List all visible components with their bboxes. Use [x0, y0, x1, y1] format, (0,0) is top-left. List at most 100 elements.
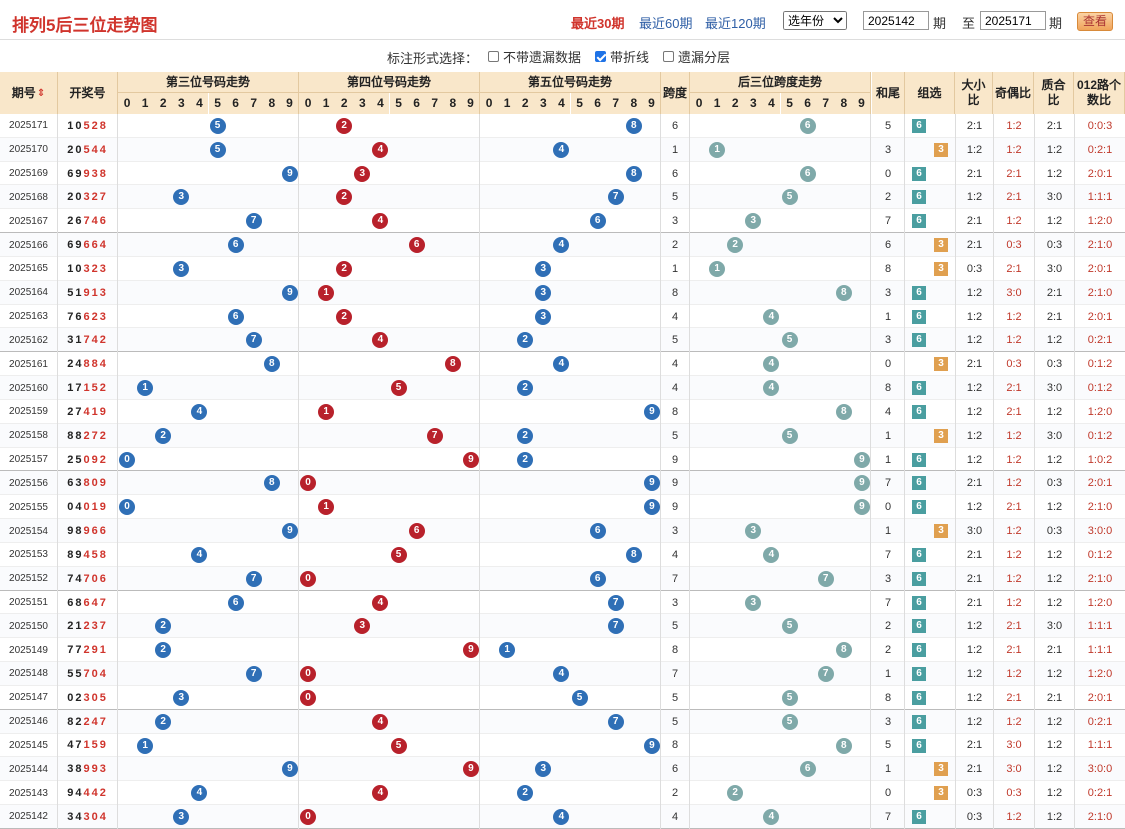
position-4-ball: 4 — [372, 594, 389, 611]
bigsmall-cell: 1:2 — [955, 685, 993, 710]
tab-recent-30[interactable]: 最近30期 — [571, 16, 625, 31]
checkbox-with-line[interactable] — [595, 51, 606, 62]
draw-digit: 7 — [67, 644, 76, 657]
group-badge: 3 — [934, 357, 948, 372]
group-divider — [298, 209, 299, 234]
span-trend-ball: 5 — [781, 189, 798, 206]
group-divider — [870, 328, 871, 353]
header-digit: 0 — [480, 93, 499, 114]
group-divider — [660, 566, 661, 591]
group-divider — [479, 137, 480, 162]
group-divider — [660, 519, 661, 543]
group-badge: 6 — [912, 214, 926, 229]
group-badge: 3 — [934, 762, 948, 777]
header-digit: 5 — [389, 93, 408, 114]
group-divider — [870, 495, 871, 520]
group-divider — [298, 757, 299, 782]
option-no-miss[interactable]: 不带遗漏数据 — [488, 47, 581, 66]
route-cell: 0:1:2 — [1074, 376, 1125, 400]
end-issue-input[interactable] — [980, 11, 1046, 30]
issue-cell: 2025156 — [0, 471, 58, 496]
checkbox-miss-layer[interactable] — [663, 51, 674, 62]
draw-digit: 5 — [75, 667, 84, 680]
year-select[interactable]: 选年份 — [783, 11, 847, 30]
primecomp-cell: 1:2 — [1034, 662, 1074, 686]
issue-cell: 2025154 — [0, 519, 58, 543]
header-issue[interactable]: 期号 ⇕ — [0, 72, 58, 114]
tab-recent-60[interactable]: 最近60期 — [639, 16, 693, 31]
group-divider — [298, 733, 299, 758]
header-sumtail: 和尾 — [872, 72, 905, 114]
draw-digit: 4 — [99, 667, 108, 680]
sum-tail-cell: 1 — [872, 304, 905, 329]
start-issue-input[interactable] — [863, 11, 929, 30]
span-cell: 8 — [661, 280, 690, 305]
group-divider — [660, 280, 661, 305]
draw-digit: 4 — [91, 715, 100, 728]
position-4-ball: 6 — [408, 237, 425, 254]
sum-tail-cell: 1 — [872, 757, 905, 782]
position-3-ball: 4 — [191, 546, 208, 563]
span-cell: 6 — [661, 757, 690, 782]
option-miss-layer[interactable]: 遗漏分层 — [663, 47, 730, 66]
tab-recent-120[interactable]: 最近120期 — [705, 16, 766, 31]
primecomp-cell: 3:0 — [1034, 376, 1074, 400]
primecomp-cell: 2:1 — [1034, 638, 1074, 663]
draw-digit: 7 — [75, 739, 84, 752]
position-4-ball: 1 — [318, 284, 335, 301]
position-3-ball: 2 — [155, 427, 172, 444]
group-badge: 6 — [912, 714, 926, 729]
oddeven-cell: 1:2 — [993, 304, 1034, 329]
draw-digit: 9 — [83, 763, 92, 776]
position-5-ball: 7 — [607, 713, 624, 730]
group-divider — [870, 304, 871, 329]
draw-digit: 2 — [99, 382, 108, 395]
position-4-ball: 5 — [390, 380, 407, 397]
label-qi-2: 期 — [1049, 16, 1063, 31]
group-divider — [479, 709, 480, 734]
span-cell: 8 — [661, 638, 690, 663]
route-cell: 1:1:1 — [1074, 614, 1125, 639]
oddeven-cell: 1:2 — [993, 137, 1034, 162]
span-cell: 5 — [661, 185, 690, 210]
route-cell: 0:1:2 — [1074, 352, 1125, 377]
table-row — [0, 376, 1125, 400]
option-with-line[interactable]: 带折线 — [595, 47, 649, 66]
bigsmall-cell: 2:1 — [955, 161, 993, 186]
draw-digit: 9 — [67, 787, 76, 800]
group-divider — [479, 280, 480, 305]
span-trend-ball: 5 — [781, 427, 798, 444]
sort-icon[interactable]: ⇕ — [36, 87, 46, 99]
draw-digit: 8 — [83, 477, 92, 490]
header-digit: 2 — [516, 93, 535, 114]
route-cell: 3:0:0 — [1074, 519, 1125, 543]
sum-tail-cell: 0 — [872, 352, 905, 377]
group-divider — [298, 328, 299, 353]
draw-digit: 2 — [99, 453, 108, 466]
group-divider — [479, 161, 480, 186]
query-button[interactable]: 查看 — [1077, 12, 1113, 31]
position-4-ball: 1 — [318, 499, 335, 516]
group-divider — [660, 495, 661, 520]
header-group: 组选 — [905, 72, 955, 114]
checkbox-no-miss[interactable] — [488, 51, 499, 62]
sum-tail-cell: 7 — [872, 590, 905, 615]
draw-digit: 8 — [75, 763, 84, 776]
draw-digit: 2 — [99, 787, 108, 800]
group-divider — [298, 781, 299, 806]
span-trend-ball: 9 — [853, 451, 870, 468]
primecomp-cell: 2:1 — [1034, 280, 1074, 305]
draw-digit: 1 — [67, 119, 76, 132]
span-trend-ball: 4 — [763, 308, 780, 325]
draw-digit: 3 — [83, 810, 92, 823]
draw-digit: 4 — [91, 596, 100, 609]
group-divider — [479, 209, 480, 234]
draw-digit: 4 — [99, 810, 108, 823]
table-row — [0, 423, 1125, 448]
primecomp-cell: 1:2 — [1034, 781, 1074, 806]
span-cell: 1 — [661, 256, 690, 281]
header-g5: 第五位号码走势 — [480, 72, 661, 93]
